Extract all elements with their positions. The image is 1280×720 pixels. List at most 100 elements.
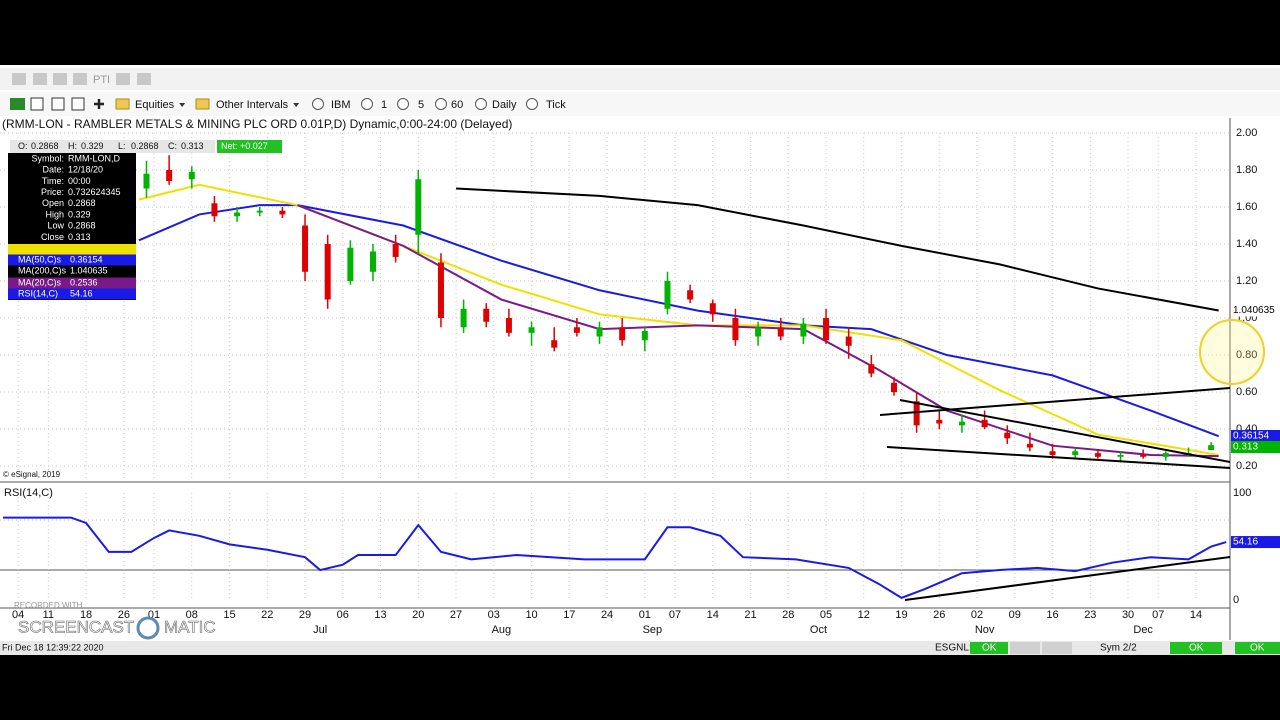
y-tick-label: 0.60 [1236,386,1257,398]
toolbar-label[interactable]: PTI [93,74,110,86]
toolbar-button[interactable]: IBM [331,99,351,111]
folder-icon[interactable] [195,98,210,110]
plots: 04 11 18 26 01 08 15 22 29 06 13 20 27 03 10 17 24 01 07 14… [0,127,1257,636]
trendline[interactable] [879,387,1231,416]
icon[interactable] [71,97,85,111]
status-bar [0,641,1280,655]
legend-value: 0.36154 [70,254,103,264]
net-box [217,140,282,153]
y-tick-label: 0 [1233,594,1239,606]
icon[interactable] [10,98,25,110]
candle-body [392,244,399,257]
icon[interactable] [53,73,67,85]
symbols: Sym 2/2 [1100,643,1137,654]
ohlc-value: 0.329 [81,141,104,151]
candle-body [1072,451,1079,455]
candle-body [234,212,241,217]
info-value: 0.732624345 [68,187,121,197]
trendline[interactable] [899,399,1231,463]
toolbar-button[interactable]: 1 [381,99,387,111]
interval-icon[interactable] [526,98,538,110]
candle-body [573,327,580,333]
month-label: Nov [975,624,995,636]
info-rows: Symbol: RMM-LON,D Date: 12/18/20 Time: 00:00 P… [8,153,136,300]
x-tick-label: 11 [43,609,54,621]
info-label: Open [42,198,64,208]
x-tick-label: 13 [374,609,386,621]
candle-body [890,382,897,393]
clock: Fri Dec 18 12:39:22 2020 [2,642,104,652]
value-tag [1231,536,1280,549]
info-value: 00:00 [68,176,91,186]
interval-icon[interactable] [361,98,373,110]
interval-icon[interactable] [312,98,324,110]
candle-body [1049,451,1056,455]
ohlc-label: O: [18,141,28,151]
dropdown-arrow[interactable] [179,103,186,107]
legend-value: 54.16 [70,288,93,298]
y-tick-label: 2.00 [1236,127,1257,139]
x-tick-label: 07 [669,609,681,621]
y-tick-label: 1.80 [1236,164,1257,176]
y-tick-label: 1.60 [1236,201,1257,213]
candle-body [687,290,694,300]
interval-icon[interactable] [435,98,447,110]
icon[interactable] [51,97,65,111]
icon[interactable] [73,73,87,85]
candle-body [1094,453,1101,457]
y-tick-label: 1.20 [1236,275,1257,287]
series-line [3,516,1227,599]
icon[interactable] [137,73,151,85]
series-line [138,183,1219,456]
info-label: Price: [41,187,64,197]
info-label: High [45,209,64,219]
candle-body [800,323,807,337]
y-tick-label: 0.80 [1236,349,1257,361]
candle-body [551,340,558,348]
toolbar-button[interactable]: 5 [418,99,424,111]
x-tick-label: 10 [525,609,537,621]
legend-name: MA(200,C)s [18,265,67,275]
candle-body [823,318,830,341]
month-label: Oct [810,624,827,636]
candle-body [505,318,512,333]
candle-body [913,401,920,426]
icon[interactable] [33,73,47,85]
toolbar-button[interactable]: Other Intervals [216,99,289,111]
ohlc-label: H: [68,141,77,151]
folder-icon[interactable] [115,98,130,110]
window [0,65,1280,655]
dropdown-arrow[interactable] [293,103,300,107]
icon[interactable] [12,73,26,85]
series-line [138,204,1220,438]
interval-icon[interactable] [397,98,409,110]
trendline[interactable] [886,446,1231,469]
value-tag-label: 54.16 [1233,537,1258,548]
toolbar-button[interactable]: 60 [451,99,463,111]
icon[interactable] [94,99,104,109]
info-label: Close [41,232,64,242]
toolbar [0,92,1280,116]
status-box [1010,642,1040,654]
watermark: RECORDED WITH [14,601,83,610]
ohlc-label: L: [118,141,126,151]
icon[interactable] [30,97,44,111]
trendline[interactable] [904,556,1231,601]
x-tick-label: 30 [1122,609,1134,621]
candle-body [415,179,422,235]
candle-body [188,171,195,180]
candle-body [1162,453,1169,457]
x-tick-label: 12 [858,609,870,621]
toolbar-button[interactable]: Daily [492,99,517,111]
legend-value: 0.2536 [70,277,98,287]
x-tick-label: 27 [450,609,462,621]
candle-body [732,318,739,341]
interval-icon[interactable] [475,98,487,110]
watermark: SCREENCAST [18,617,134,636]
icon[interactable] [116,73,130,85]
legend-row [8,244,136,255]
toolbar-button[interactable]: Equities [135,99,175,111]
toolbar-button[interactable]: Tick [546,99,566,111]
value-tag-label: 1.040635 [1233,305,1275,316]
candle-body [981,419,988,428]
